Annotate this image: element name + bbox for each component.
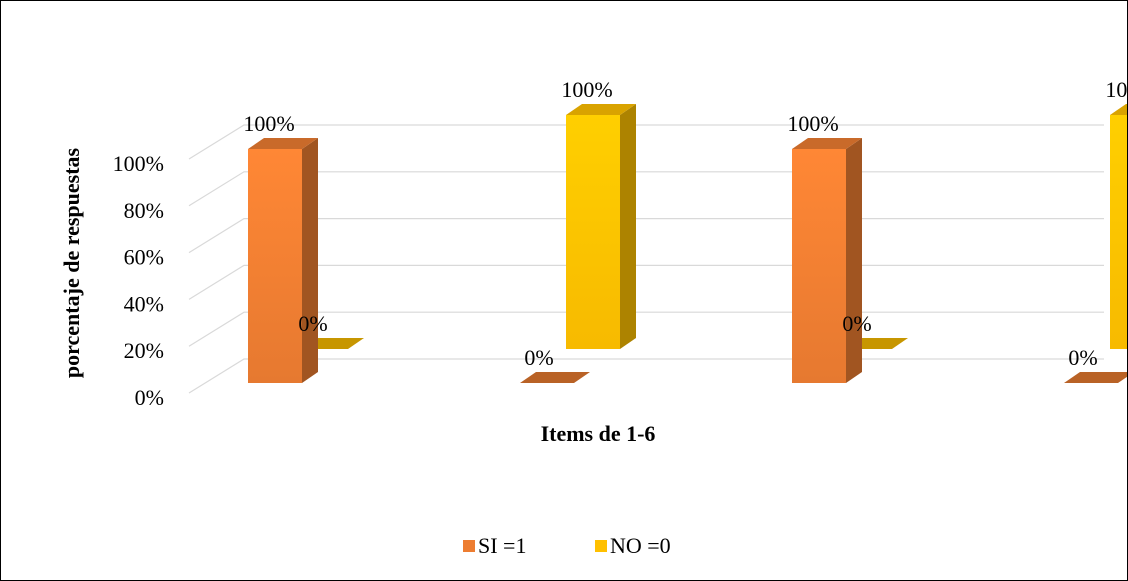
legend-swatch bbox=[595, 540, 607, 552]
bar-front bbox=[792, 149, 846, 383]
data-label: 100% bbox=[243, 111, 294, 136]
bar bbox=[566, 104, 636, 349]
y-tick-label: 80% bbox=[124, 198, 164, 223]
bars bbox=[248, 104, 1127, 383]
bar-top bbox=[248, 138, 318, 149]
data-label: 0% bbox=[524, 345, 553, 370]
y-tick-labels: 0% 20% 40% 60% 80% 100% bbox=[113, 151, 164, 410]
data-label: 100% bbox=[1105, 77, 1127, 102]
bar-front bbox=[566, 115, 620, 349]
legend-label: NO =0 bbox=[610, 533, 671, 558]
gridline bbox=[188, 171, 1104, 207]
bar-side bbox=[846, 138, 862, 383]
data-label: 0% bbox=[298, 311, 327, 336]
bar bbox=[792, 138, 862, 383]
y-tick-label: 0% bbox=[135, 385, 164, 410]
legend-label: SI =1 bbox=[478, 533, 526, 558]
bar-top bbox=[1110, 104, 1127, 115]
data-labels: 0%100%100%0%0%100%100%0%0%100%75%25% bbox=[243, 77, 1127, 370]
bar bbox=[1064, 372, 1127, 383]
bar-side bbox=[620, 104, 636, 349]
bar-top bbox=[520, 372, 590, 383]
y-tick-label: 20% bbox=[124, 338, 164, 363]
bar-side bbox=[302, 138, 318, 383]
gridline bbox=[188, 124, 1104, 160]
legend: SI =1 NO =0 bbox=[463, 533, 671, 558]
bar-top bbox=[566, 104, 636, 115]
bar-front bbox=[1110, 115, 1127, 349]
bar bbox=[1110, 104, 1127, 349]
y-tick-label: 40% bbox=[124, 291, 164, 316]
y-tick-label: 100% bbox=[113, 151, 164, 176]
x-axis-title: Items de 1-6 bbox=[541, 421, 656, 446]
data-label: 0% bbox=[1068, 345, 1097, 370]
data-label: 100% bbox=[561, 77, 612, 102]
gridline bbox=[188, 218, 1104, 254]
legend-swatch bbox=[463, 540, 475, 552]
bar-front bbox=[248, 149, 302, 383]
bar bbox=[520, 372, 590, 383]
data-label: 0% bbox=[842, 311, 871, 336]
gridline bbox=[188, 264, 1104, 300]
bar-top bbox=[792, 138, 862, 149]
bar-top bbox=[1064, 372, 1127, 383]
data-label: 100% bbox=[787, 111, 838, 136]
gridline bbox=[188, 358, 1104, 394]
y-axis-title: porcentaje de respuestas bbox=[59, 147, 84, 378]
gridlines bbox=[188, 124, 1104, 394]
bar bbox=[248, 138, 318, 383]
y-tick-label: 60% bbox=[124, 245, 164, 270]
